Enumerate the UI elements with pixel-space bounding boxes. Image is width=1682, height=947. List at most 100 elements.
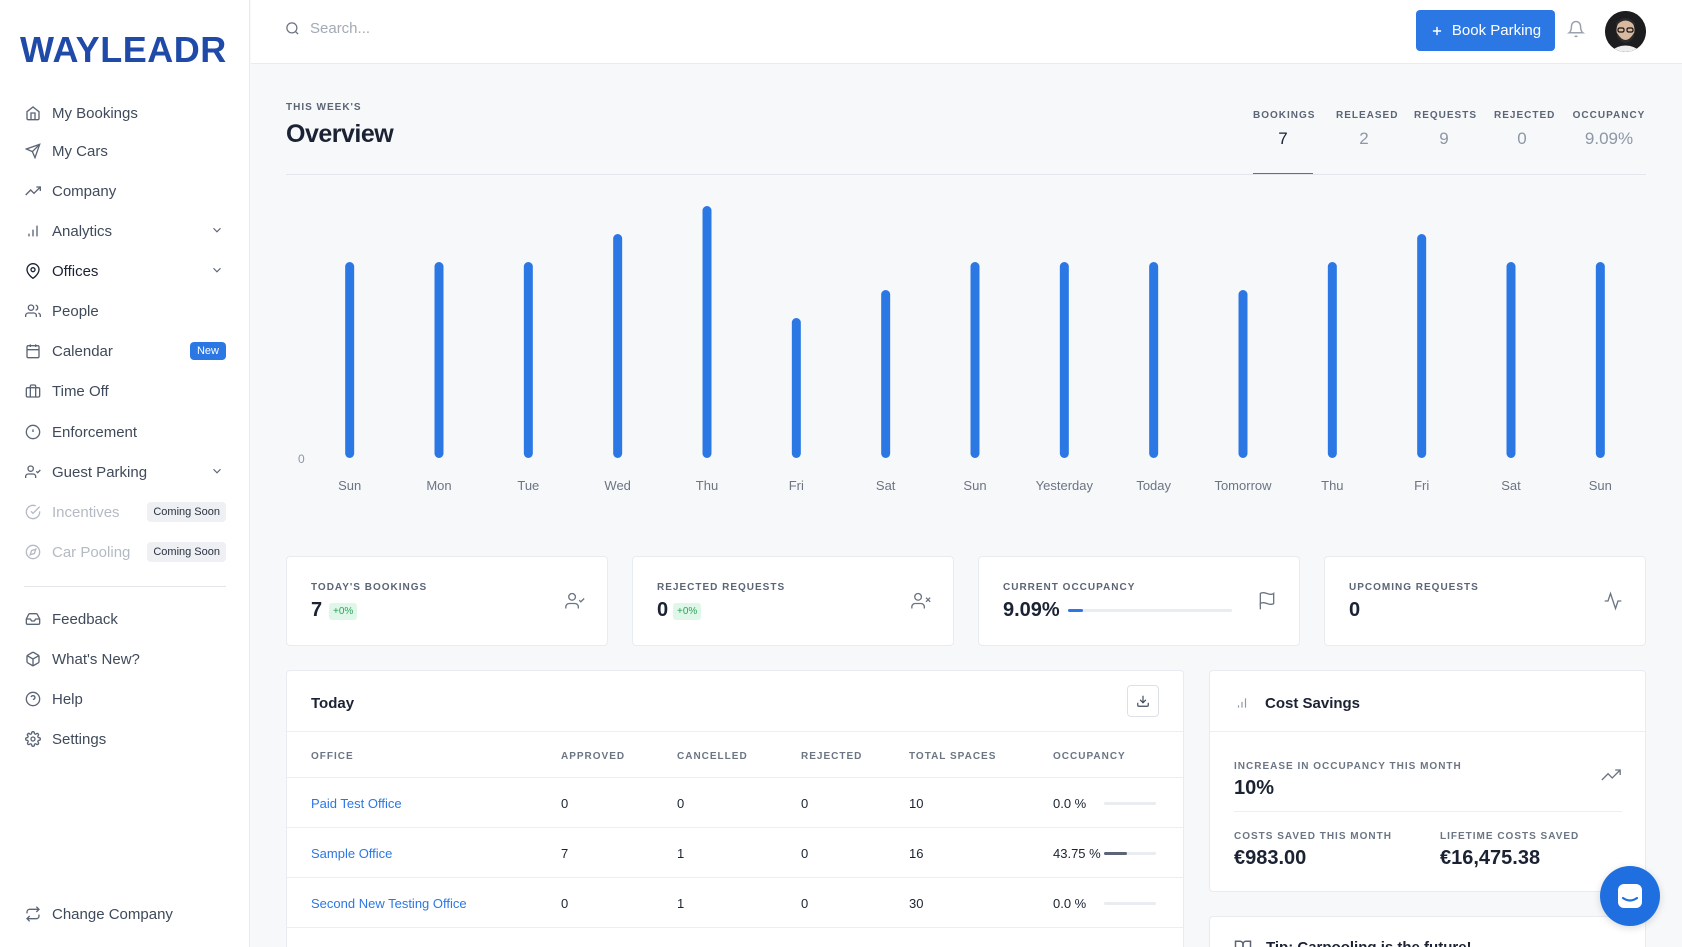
chevron-down-icon[interactable] [210,223,224,237]
sidebar-item-analytics[interactable]: Analytics [0,212,250,250]
briefcase-icon [22,380,44,402]
total-spaces-cell: 10 [909,796,924,811]
sidebar-divider [24,586,226,587]
card-title: UPCOMING REQUESTS [1349,582,1479,593]
sidebar-item-calendar[interactable]: Calendar New [0,332,250,370]
user-check-icon [565,591,585,611]
x-tick-label: Sun [338,478,361,493]
sidebar-item-enforcement[interactable]: Enforcement [0,413,250,451]
occupancy-cell: 0.0 % [1053,896,1087,911]
sidebar-item-guest-parking[interactable]: Guest Parking [0,453,250,491]
total-spaces-cell: 16 [909,846,924,861]
coming-soon-badge: Coming Soon [147,542,226,562]
office-link[interactable]: Sample Office [311,846,393,861]
sidebar-item-label: Guest Parking [52,463,148,481]
sidebar-item-label: Enforcement [52,423,138,441]
card-value: 7 [311,599,323,621]
chart-bar[interactable] [613,234,623,458]
chevron-down-icon[interactable] [210,464,224,478]
sidebar-item-people[interactable]: People [0,292,250,330]
today-title: Today [311,695,355,712]
sidebar-item-company[interactable]: Company [0,172,250,210]
chart-bar[interactable] [1595,262,1605,458]
tab-value: 9 [1439,129,1449,148]
chart-bar[interactable] [970,262,980,458]
sidebar-item-time-off[interactable]: Time Off [0,372,250,410]
table-row: Sample Office 7 1 0 16 43.75 % [287,827,1183,877]
help-circle-icon [22,688,44,710]
tab-label: OCCUPANCY [1572,110,1646,121]
tab-label: RELEASED [1336,110,1399,121]
chart-bar[interactable] [1238,290,1248,458]
book-parking-button[interactable]: Book Parking [1416,10,1555,51]
x-tick-label: Yesterday [1036,478,1094,493]
office-link[interactable]: Second New Testing Office [311,896,467,911]
book-open-icon [1234,939,1252,947]
tab-requests[interactable]: REQUESTS 9 [1414,110,1476,149]
chart-bar[interactable] [345,262,355,458]
tab-released[interactable]: RELEASED 2 [1336,110,1399,149]
chart-bar[interactable] [1417,234,1427,458]
bell-icon[interactable] [1567,20,1585,38]
flag-icon [1257,591,1277,611]
repeat-icon [22,903,44,925]
avatar[interactable] [1605,11,1646,52]
month-savings-value: €983.00 [1234,847,1307,869]
chart-bar[interactable] [1506,262,1516,458]
chart-bar[interactable] [702,206,712,458]
chart-bar[interactable] [1149,262,1159,458]
chart-bar[interactable] [791,318,801,458]
download-button[interactable] [1127,685,1159,717]
chart-bar[interactable] [881,290,891,458]
sidebar-item-offices[interactable]: Offices [0,252,250,290]
sidebar-item-label: Offices [52,262,99,280]
bar-chart-icon [22,220,44,242]
x-tick-label: Mon [426,478,451,493]
sidebar-item-settings[interactable]: Settings [0,720,250,758]
card-value: 9.09% [1003,599,1060,621]
x-tick-label: Today [1136,478,1171,493]
sidebar-item-label: Time Off [52,382,109,400]
sidebar-item-help[interactable]: Help [0,680,250,718]
tab-bookings[interactable]: BOOKINGS 7 [1253,110,1314,149]
sidebar-item-my-cars[interactable]: My Cars [0,132,250,170]
card-value: 0 [657,599,669,621]
x-tick-label: Thu [696,478,718,493]
navigation-icon [22,140,44,162]
chart-bar[interactable] [1327,262,1337,458]
sidebar-item-change-company[interactable]: Change Company [0,895,250,933]
lifetime-savings-value: €16,475.38 [1440,847,1541,869]
sidebar-item-label: Analytics [52,222,113,240]
tab-occupancy[interactable]: OCCUPANCY 9.09% [1572,110,1646,149]
sidebar-item-label: Settings [52,730,107,748]
chevron-down-icon[interactable] [210,263,224,277]
sidebar-item-label: Feedback [52,610,118,628]
approved-cell: 7 [561,846,569,861]
sidebar: WAYLEADR My Bookings My Cars Company Ana… [0,0,250,947]
overview-kicker: THIS WEEK'S [286,102,362,113]
chart-bar[interactable] [434,262,444,458]
column-header: APPROVED [561,751,626,762]
approved-cell: 0 [561,796,569,811]
sidebar-item-feedback[interactable]: Feedback [0,600,250,638]
column-header: OFFICE [311,751,354,762]
wayleadr-logo[interactable]: WAYLEADR [20,26,230,70]
occupancy-progress-fill [1068,609,1083,612]
sidebar-item-my-bookings[interactable]: My Bookings [0,94,250,132]
chat-launcher-button[interactable] [1600,866,1660,926]
tab-rejected[interactable]: REJECTED 0 [1494,110,1554,149]
sidebar-item-whats-new[interactable]: What's New? [0,640,250,678]
plus-icon [1430,24,1444,38]
download-icon [1136,694,1150,708]
y-tick-label: 0 [298,452,305,466]
check-circle-icon [22,501,44,523]
sidebar-item-label: My Bookings [52,104,138,122]
tab-value: 0 [1517,129,1527,148]
lifetime-savings-label: LIFETIME COSTS SAVED [1440,831,1580,842]
chart-bar[interactable] [1059,262,1069,458]
office-link[interactable]: Paid Test Office [311,796,402,811]
chart-bar[interactable] [523,262,533,458]
bar-chart-icon [1235,696,1249,710]
search-input[interactable] [310,20,610,37]
rejected-cell: 0 [801,896,809,911]
